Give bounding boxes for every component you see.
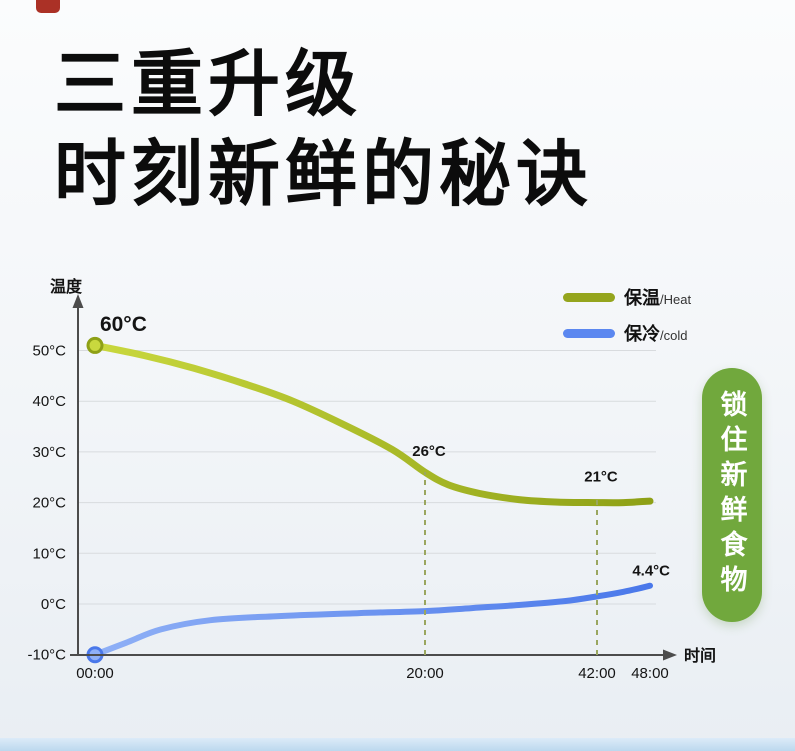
y-axis-arrow (72, 294, 84, 308)
annotation: 4.4°C (632, 563, 670, 580)
y-tick-label: 10°C (32, 545, 66, 562)
fresh-badge-text: 锁住新鲜食物 (716, 390, 747, 600)
annotation: 60°C (100, 313, 147, 336)
x-tick-label: 20:00 (406, 665, 444, 682)
x-tick-label: 42:00 (578, 665, 616, 682)
legend-swatch-heat (563, 292, 615, 302)
y-tick-label: -10°C (27, 647, 66, 664)
legend-swatch-cold (563, 328, 615, 338)
y-tick-label: 50°C (32, 343, 66, 360)
x-tick-label: 00:00 (76, 665, 114, 682)
bottom-section-edge (0, 738, 795, 751)
title-line-1: 三重升级 (54, 45, 363, 125)
legend-label-heat-main: 保温 (624, 288, 660, 308)
y-axis-title: 温度 (49, 277, 83, 296)
page-title: 三重升级 时刻新鲜的秘诀 (54, 40, 593, 220)
title-line-2: 时刻新鲜的秘诀 (54, 135, 594, 215)
x-tick-label: 48:00 (631, 665, 669, 682)
fresh-badge: 锁住新鲜食物 (702, 368, 762, 622)
y-tick-label: 20°C (32, 495, 66, 512)
axes-group: 温度 时间 (49, 277, 716, 665)
x-axis-title: 时间 (684, 646, 716, 665)
legend-item-heat: 保温/Heat (563, 284, 691, 310)
legend-label-heat-sub: /Heat (660, 292, 692, 307)
y-tick-label: 0°C (41, 596, 66, 613)
legend-label-heat: 保温/Heat (624, 284, 691, 310)
annotations-group: 26°C 21°C 60°C 4.4°C (100, 313, 670, 655)
tick-labels-group: 50°C 40°C 30°C 20°C 10°C 0°C -10°C 00:00 20:00 42… (27, 343, 668, 683)
marker-value-label: 26°C (412, 443, 446, 460)
gridlines-group (79, 350, 656, 605)
legend-label-cold: 保冷/cold (624, 320, 687, 346)
heat-curve (91, 341, 654, 507)
y-tick-label: 30°C (32, 444, 66, 461)
curves-group (86, 336, 654, 664)
legend-label-cold-main: 保冷 (624, 324, 660, 344)
cold-curve (92, 582, 653, 658)
top-edge-decoration (36, 0, 60, 13)
heat-start-marker (86, 336, 104, 354)
marker-value-label: 21°C (584, 469, 618, 486)
chart-legend: 保温/Heat 保冷/cold (563, 284, 691, 346)
legend-item-cold: 保冷/cold (563, 320, 691, 346)
y-tick-label: 40°C (32, 393, 66, 410)
temperature-chart: 温度 时间 50°C 40°C 30°C 20°C 10°C 0°C -10°C 00:00 2… (27, 277, 716, 683)
x-axis-arrow (663, 649, 677, 661)
legend-label-cold-sub: /cold (660, 328, 688, 343)
